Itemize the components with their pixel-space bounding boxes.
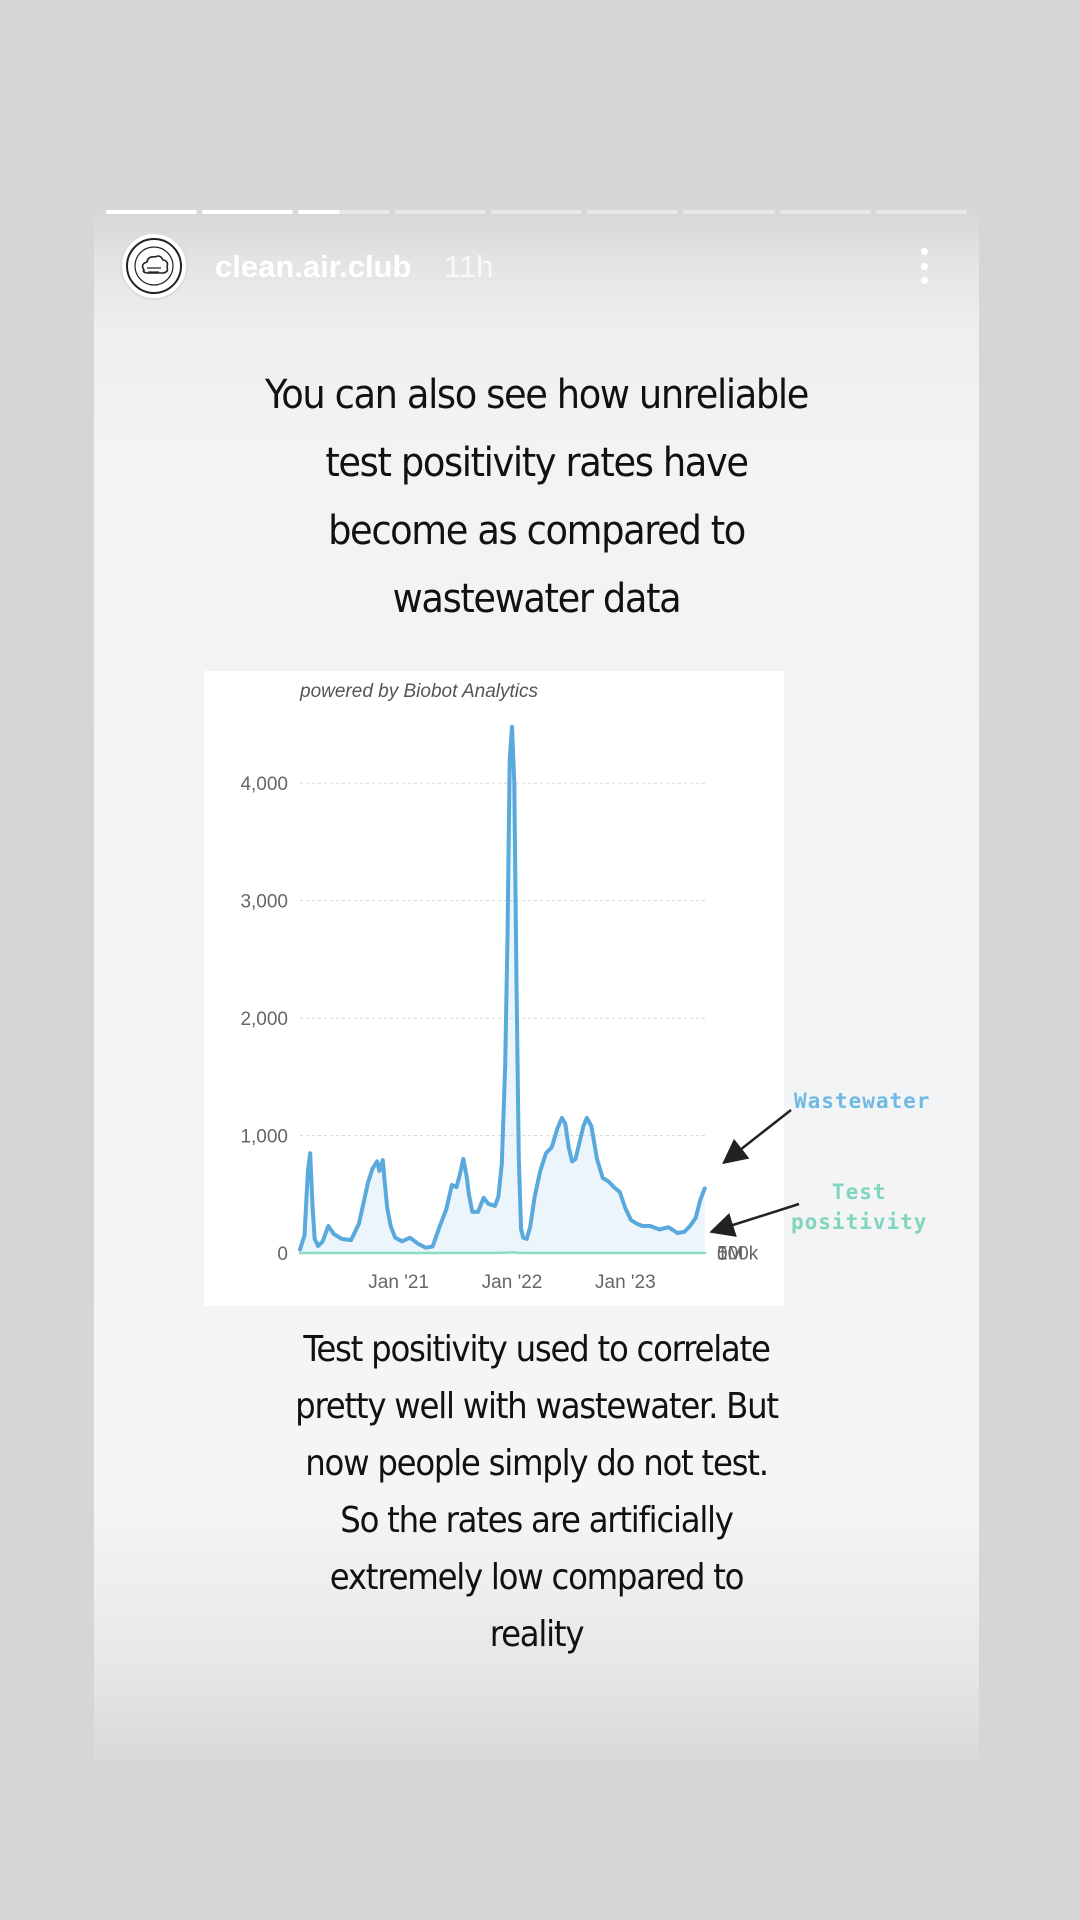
progress-segment xyxy=(298,210,390,214)
y2-tick-label: 500k xyxy=(717,1244,759,1265)
progress-segment xyxy=(394,210,486,214)
progress-segment xyxy=(779,210,871,214)
y-tick-label: 1,000 xyxy=(240,1127,288,1148)
y2-tick-label: 0 xyxy=(717,1244,728,1265)
progress-segment xyxy=(202,210,294,214)
story-frame[interactable]: clean.air.club 11h You can also see how … xyxy=(94,206,979,1760)
progress-segment xyxy=(683,210,775,214)
chart-card: 0 1,000 2,000 3,000 4,000 0 500k 1M Jan '21 Jan '… xyxy=(204,671,784,1306)
progress-segment xyxy=(106,210,198,214)
more-vertical-icon[interactable] xyxy=(914,246,934,286)
clean-air-club-logo xyxy=(126,238,182,294)
x-tick-label: Jan '23 xyxy=(595,1272,656,1293)
x-tick-label: Jan '22 xyxy=(482,1272,543,1293)
y-tick-label: 0 xyxy=(277,1244,288,1265)
progress-segment xyxy=(490,210,583,214)
y-tick-label: 2,000 xyxy=(240,1009,288,1030)
y2-tick-label: 1M xyxy=(717,1243,743,1264)
story-progress-bar xyxy=(106,210,967,214)
test-positivity-annotation: Test positivity xyxy=(791,1180,928,1234)
headline-text: You can also see how unreliable test pos… xyxy=(265,372,809,622)
x-tick-label: Jan '21 xyxy=(368,1272,429,1293)
y-tick-label: 4,000 xyxy=(240,774,288,795)
wastewater-annotation: Wastewater xyxy=(794,1089,931,1113)
y-tick-label: 3,000 xyxy=(240,892,288,913)
avatar[interactable] xyxy=(122,234,186,298)
chart-title: powered by Biobot Analytics xyxy=(300,681,538,702)
progress-segment xyxy=(587,210,679,214)
progress-segment xyxy=(875,210,967,214)
wastewater-line xyxy=(298,724,707,1252)
test-positivity-line xyxy=(298,1251,706,1255)
username[interactable]: clean.air.club xyxy=(215,249,412,284)
body-text: Test positivity used to correlate pretty… xyxy=(295,1329,779,1655)
timestamp: 11h xyxy=(444,249,494,284)
